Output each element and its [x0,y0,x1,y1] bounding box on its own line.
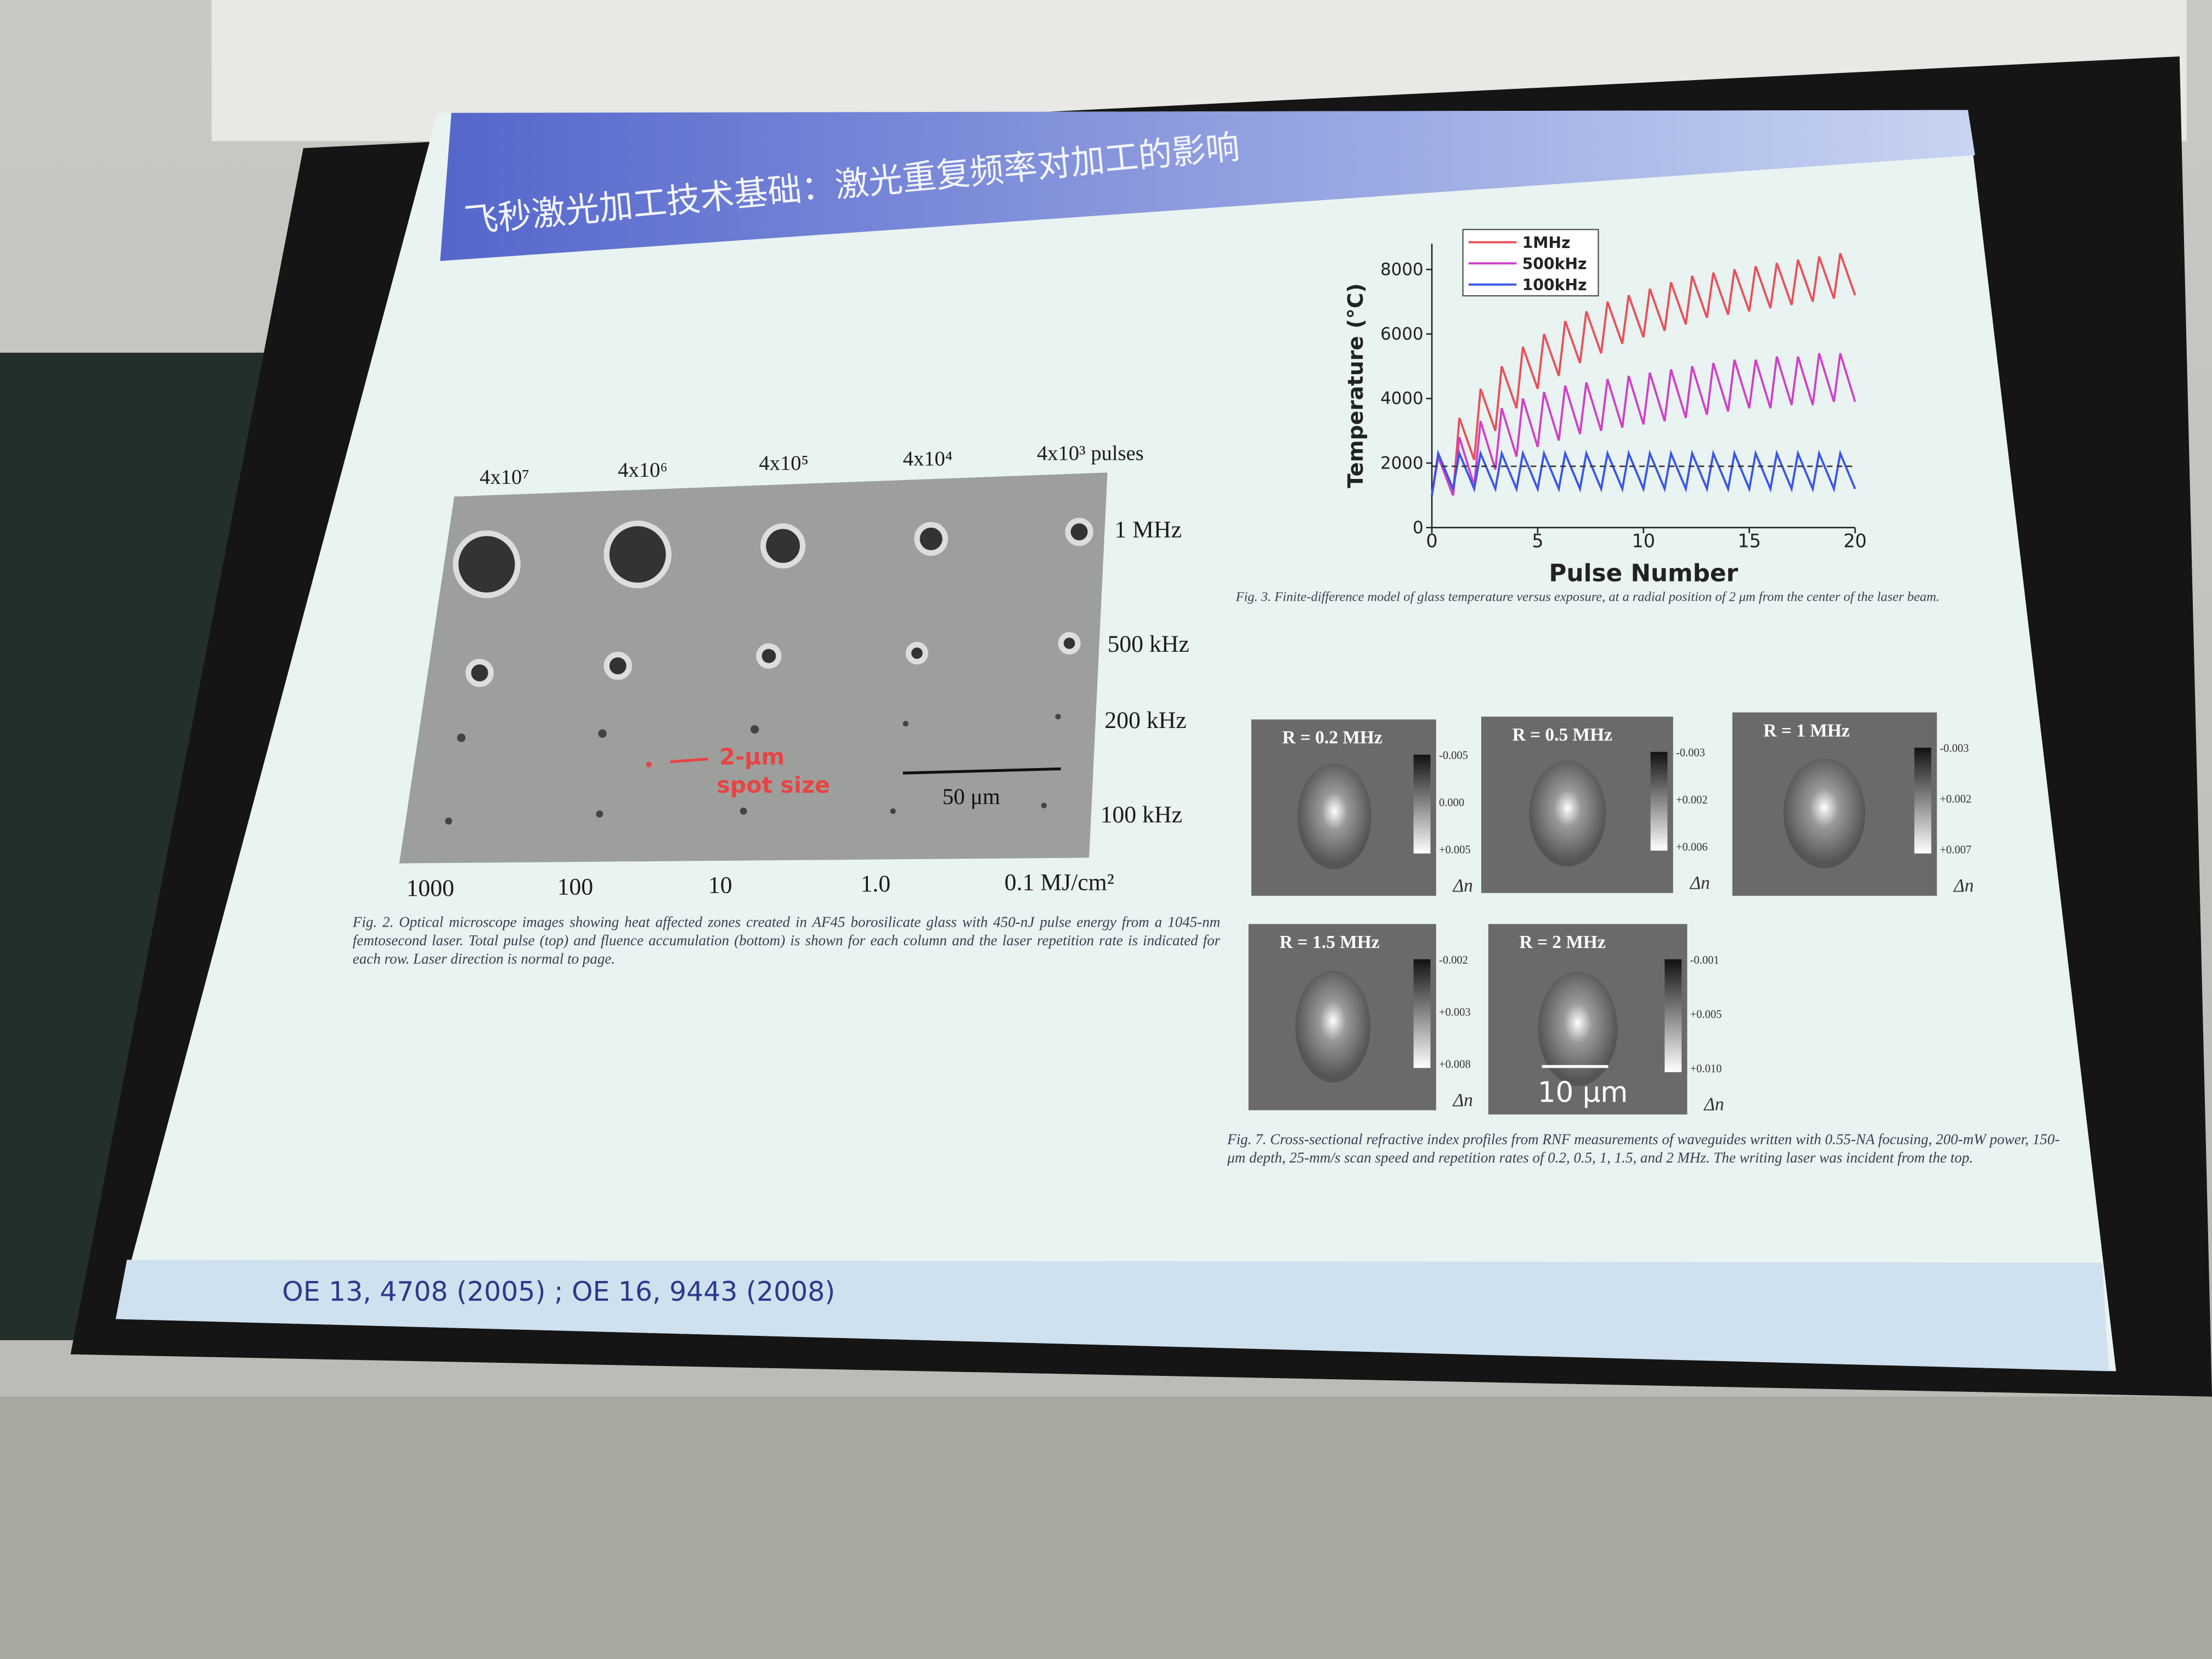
colorbar-label: -0.002 [1439,954,1468,966]
fluence-label: 1000 [407,875,454,901]
colorbar-label: +0.006 [1676,842,1708,854]
y-tick-label: 8000 [1380,259,1424,279]
y-tick-label: 2000 [1380,453,1424,473]
colorbar [1664,959,1682,1073]
series-line [1431,253,1857,496]
fluence-label: 10 [708,872,732,899]
unit-label: Δn [1452,1090,1473,1110]
colorbar-label: +0.003 [1439,1006,1471,1018]
unit-label: Δn [1452,876,1473,896]
colorbar-label: +0.007 [1940,844,1972,856]
lower-wall [0,1396,2212,1659]
panel-label: R = 0.5 MHz [1513,725,1612,745]
temperature-chart: 0 2000 4000 6000 8000 0 5 10 15 20 Pulse Number Tem… [1344,229,1867,587]
legend-label: 500kHz [1522,255,1587,273]
colorbar-label: +0.008 [1439,1059,1471,1071]
fluence-label: 0.1 MJ/cm² [1005,870,1114,896]
fig7-caption: Fig. 7. Cross-sectional refractive index… [1227,1132,2060,1167]
unit-label: Δn [1689,873,1710,893]
pulse-label: 4x10⁴ [903,448,953,471]
micrograph [399,472,1108,864]
fig2-caption: Fig. 2. Optical microscope images showin… [352,915,1221,968]
colorbar-label: +0.005 [1690,1008,1722,1020]
x-tick-label: 0 [1426,531,1437,552]
pulse-label: 4x10⁶ [618,459,668,482]
panel-label: R = 1 MHz [1763,720,1849,741]
panel-label: R = 0.2 MHz [1282,727,1382,748]
colorbar-label: -0.005 [1439,749,1468,761]
colorbar [1413,959,1431,1068]
caption-box: Fig. 2. Optical microscope images showin… [352,915,1221,968]
index-profiles: R = 0.2 MHz -0.005 0.000 +0.005 Δn R = 0.5 MH… [1248,712,1974,1115]
x-tick-label: 5 [1532,531,1543,552]
y-tick-label: 4000 [1380,389,1424,409]
colorbar [1413,754,1431,854]
caption-box: Fig. 7. Cross-sectional refractive index… [1227,1132,2060,1167]
fig3-caption: Fig. 3. Finite-difference model of glass… [1235,591,1940,606]
pulse-labels: 4x10⁷ 4x10⁶ 4x10⁵ 4x10⁴ 4x10³ pulses [479,442,1143,489]
profile-blob [1529,760,1606,867]
legend-label: 1MHz [1522,234,1571,252]
colorbar-label: -0.003 [1940,743,1969,755]
title-bar [440,110,1976,261]
x-tick-label: 10 [1632,531,1655,552]
series-line [1431,449,1857,496]
colorbar-label: +0.002 [1940,793,1972,805]
colorbar-label: +0.005 [1439,844,1471,856]
colorbar-label: 0.000 [1439,797,1464,809]
profile-blob [1297,763,1372,870]
x-tick-label: 15 [1737,531,1761,552]
colorbar [1914,747,1932,854]
colorbar-label: -0.003 [1676,747,1705,759]
colorbar-label: +0.002 [1676,794,1708,806]
unit-label: Δn [1953,876,1973,896]
fluence-label: 100 [557,873,594,900]
y-axis-title: Temperature (°C) [1344,283,1368,488]
legend-label: 100kHz [1522,276,1587,294]
spot-label: 2-μm [719,744,785,770]
rate-label: 1 MHz [1114,517,1182,543]
scale-label: 10 μm [1538,1076,1628,1109]
rate-label: 100 kHz [1101,802,1182,828]
colorbar [1650,752,1668,851]
fluence-label: 1.0 [861,871,891,897]
pulse-label: 4x10³ pulses [1037,442,1144,465]
unit-label: Δn [1703,1094,1724,1115]
series-line [1431,353,1857,496]
spot-label: spot size [716,772,830,798]
caption-box: Fig. 3. Finite-difference model of glass… [1235,591,1940,606]
colorbar-label: -0.001 [1690,954,1719,966]
pulse-label: 4x10⁵ [759,452,809,475]
profile-blob [1538,972,1618,1086]
panel-label: R = 2 MHz [1519,932,1605,952]
rate-label: 500 kHz [1108,631,1189,657]
y-tick-label: 0 [1413,518,1424,538]
panel-label: R = 1.5 MHz [1279,932,1379,952]
profile-blob [1783,758,1866,868]
x-tick-label: 20 [1843,531,1867,552]
y-tick-label: 6000 [1380,324,1424,344]
scale-label: 50 μm [943,784,1000,809]
footer-bar [115,1260,2109,1372]
profile-blob [1295,970,1371,1082]
colorbar-label: +0.010 [1690,1063,1722,1075]
x-axis-title: Pulse Number [1549,559,1738,587]
rate-label: 200 kHz [1104,707,1186,733]
footer: OE 13, 4708 (2005) ; OE 16, 9443 (2008) [282,1276,835,1307]
pulse-label: 4x10⁷ [479,466,529,489]
